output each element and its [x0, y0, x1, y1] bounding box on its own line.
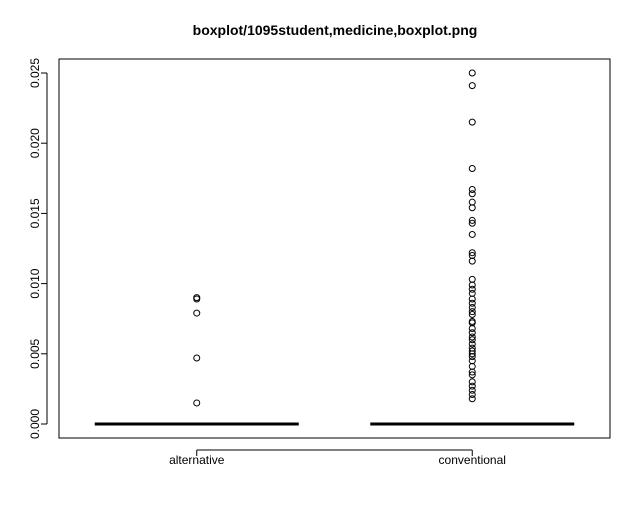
outlier-point [468, 308, 476, 316]
x-axis: alternative conventional [169, 449, 506, 467]
outlier-point [468, 353, 476, 361]
outlier-point [468, 382, 476, 390]
outlier-point [468, 164, 476, 172]
outlier-point [468, 249, 476, 257]
chart-title: boxplot/1095student,medicine,boxplot.png [193, 22, 478, 38]
outlier-point [468, 190, 476, 198]
outlier-point [193, 399, 201, 407]
y-tick-label: 0.020 [28, 128, 42, 158]
outlier-point [468, 82, 476, 90]
outlier-point [468, 257, 476, 265]
outlier-point [468, 230, 476, 238]
y-tick-label: 0.005 [28, 338, 42, 368]
x-tick-label-conventional: conventional [439, 453, 506, 467]
x-tick-label-alternative: alternative [169, 453, 225, 467]
outlier-point [468, 289, 476, 297]
box-alternative [94, 294, 299, 426]
outlier-point [468, 69, 476, 77]
y-tick-label: 0.015 [28, 198, 42, 228]
outlier-point [193, 294, 201, 302]
outlier-point [468, 329, 476, 337]
outlier-point [193, 309, 201, 317]
outlier-point [468, 204, 476, 212]
outlier-point [468, 118, 476, 126]
outlier-point [468, 395, 476, 403]
boxes [94, 69, 575, 426]
y-tick-label: 0.025 [28, 58, 42, 88]
outlier-point [468, 350, 476, 358]
y-axis: 0.000 0.005 0.010 0.015 0.020 0.025 [28, 58, 48, 439]
outlier-point [468, 198, 476, 206]
outlier-point [468, 368, 476, 376]
outlier-point [468, 391, 476, 399]
outlier-point [468, 216, 476, 224]
outlier-point [468, 362, 476, 370]
outlier-point [468, 303, 476, 311]
outlier-point [468, 386, 476, 394]
outlier-point [468, 336, 476, 344]
y-tick-label: 0.000 [28, 409, 42, 439]
y-tick-label: 0.010 [28, 268, 42, 298]
outlier-point [468, 310, 476, 318]
outlier-point [468, 285, 476, 293]
plot-frame [58, 58, 611, 439]
outlier-point [468, 357, 476, 365]
outlier-point [468, 378, 476, 386]
outlier-point [468, 333, 476, 341]
outlier-point [468, 299, 476, 307]
outlier-point [468, 281, 476, 289]
box-conventional [370, 69, 575, 426]
outlier-point [468, 325, 476, 333]
outlier-point [468, 340, 476, 348]
outlier-point [468, 371, 476, 379]
outlier-point [468, 295, 476, 303]
outlier-point [468, 275, 476, 283]
outlier-point [468, 186, 476, 194]
outlier-point [468, 219, 476, 227]
outlier-point [193, 354, 201, 362]
